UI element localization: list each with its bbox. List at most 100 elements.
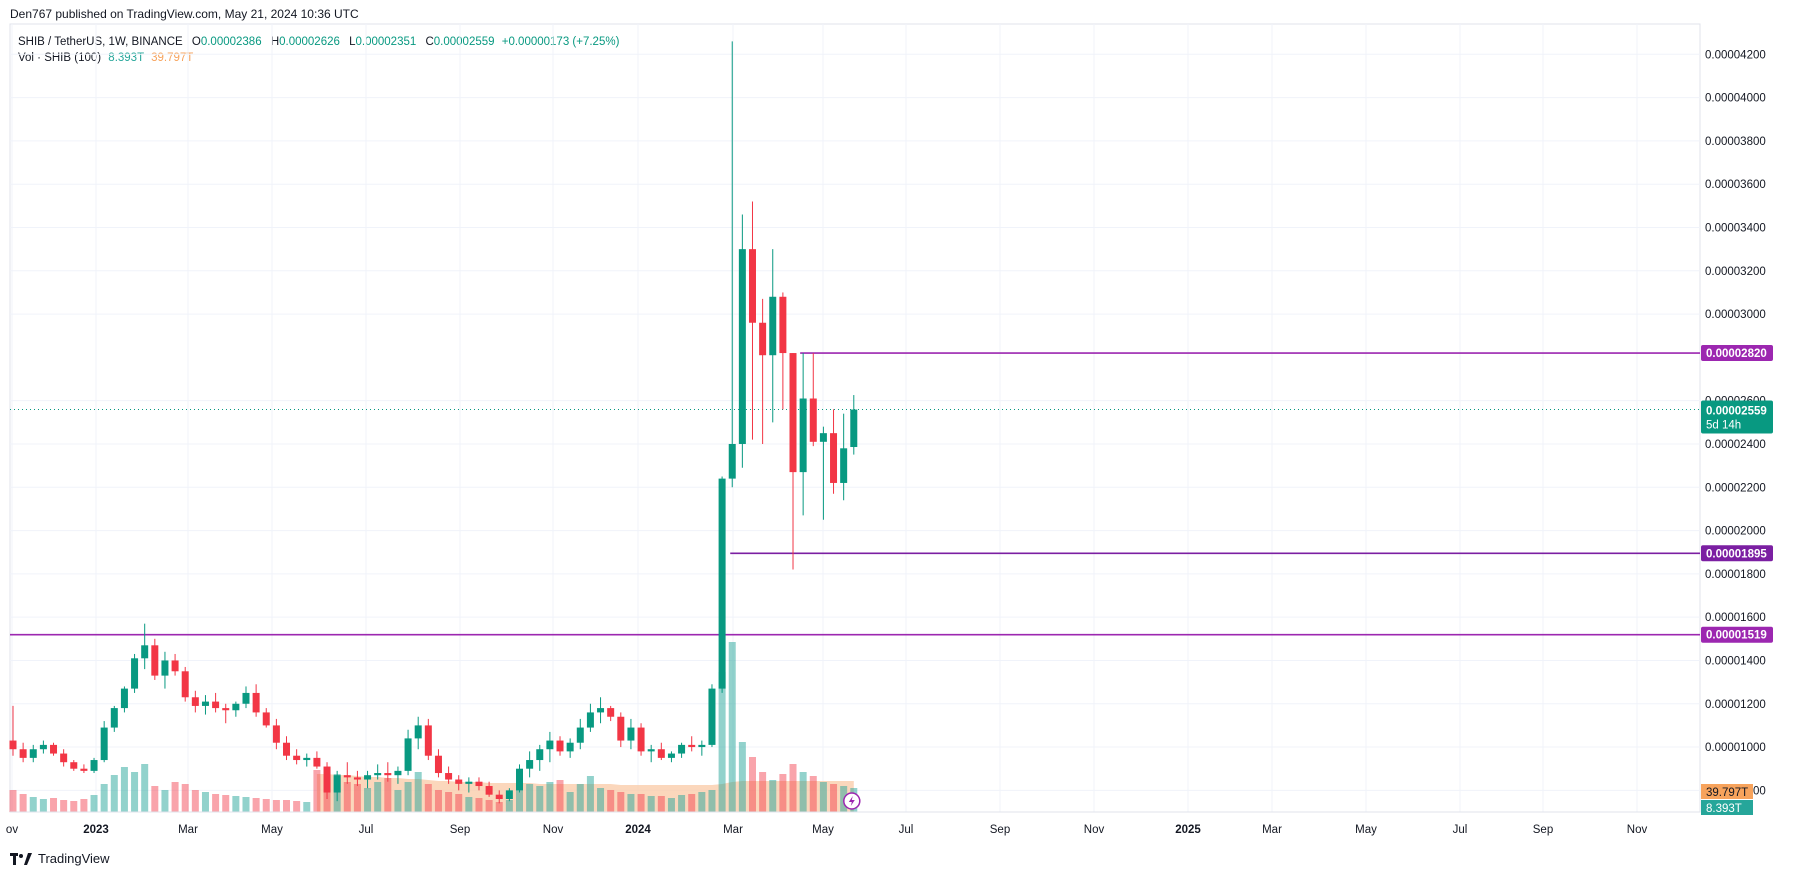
legend-high-label: H [270,36,280,48]
x-tick-label: Jul [359,824,374,836]
candle-body [374,773,382,776]
volume-bar [617,792,625,812]
candle-body [607,708,615,717]
candle-body [60,753,68,763]
volume-bar [384,778,392,812]
volume-ma-badge-label: 39.797T [1706,787,1748,799]
y-tick-label: 0.00003600 [1705,179,1766,191]
volume-bar [505,800,513,812]
candle-body [850,409,858,448]
candle-body [424,725,432,756]
volume-badge-label: 8.393T [1706,803,1742,815]
candle-body [212,701,220,709]
volume-bar [516,788,523,812]
level-badge-label: 0.00002820 [1706,348,1767,360]
price-badges: 0.00002820 0.00001895 0.00001519 0.00002559… [1701,345,1773,815]
candle-body [505,790,513,800]
x-tick-label: Jul [899,824,914,836]
candle-body [688,744,696,748]
footer-brand[interactable]: TradingView [10,851,110,866]
candle-body [667,753,675,758]
candle-body [39,744,47,750]
candle-body [100,727,108,761]
volume-bar [799,772,807,812]
y-tick-label: 0.00003000 [1705,309,1766,321]
y-tick-label: 0.00001200 [1705,699,1766,711]
candle-body [181,671,189,698]
x-tick-label: May [1355,824,1377,836]
legend-high-value: 0.00002626 [279,36,340,48]
volume-bar [364,788,372,812]
candle-body [698,744,706,748]
candle-body [465,781,473,784]
legend-volume-ma: 39.797T [151,52,194,64]
candle-body [647,749,655,752]
volume-bar [769,780,777,812]
volume-bar [728,642,736,812]
x-tick-label: 2025 [1175,824,1201,836]
volume-bar [657,796,665,812]
volume-bar [50,798,58,812]
level-badge [1701,545,1773,562]
volume-bar [171,782,179,812]
candle-body [353,777,361,780]
legend-low-label: L [349,36,356,48]
volume-bar [262,799,270,812]
publish-info: Den767 published on TradingView.com, May… [10,7,359,21]
candle-body [830,433,838,483]
volume-bar [120,767,128,812]
volume-bar [738,742,746,812]
volume-bar [576,784,584,812]
x-tick-label: Nov [1084,824,1105,836]
volume-bar [252,798,260,812]
x-tick-label: Mar [723,824,743,836]
candle-body [455,779,463,784]
volume-bar [586,776,594,812]
candle-body [70,762,78,769]
candle-body [759,322,767,356]
x-tick-label: Mar [178,824,198,836]
y-tick-label: 0.00001600 [1705,612,1766,624]
volume-bar [414,772,422,812]
volume-bar [303,802,311,812]
volume-bar [90,795,98,812]
candle-body [161,660,169,676]
legend-volume-label: Vol · SHIB (100) [18,52,102,64]
candle-body [708,688,716,745]
x-tick-label: Sep [450,824,470,836]
legend-open-value: 0.00002386 [200,36,262,48]
volume-bar [597,788,605,812]
candle-body [120,688,128,709]
volume-bar [232,796,240,812]
candle-body [19,749,27,758]
candle-body [617,716,625,741]
candle-body [809,398,817,442]
time-axis[interactable]: ov 2023 Mar May Jul Sep Nov 2024 Mar May Jul Sep Nov… [6,811,1700,836]
volume-bar [748,757,756,812]
volume-bar [678,795,686,812]
volume-bar [445,792,453,812]
y-tick-label: 0.00001400 [1705,655,1766,667]
footer-brand-text: TradingView [38,851,110,866]
volume-bar [536,786,544,812]
volume-bar [283,800,291,812]
volume-bar [607,790,615,812]
candle-body [748,249,756,323]
candle-body [151,645,159,676]
x-tick-label: Nov [543,824,564,836]
volume-bar [70,801,78,812]
candle-body [434,755,442,774]
level-badge [1701,345,1773,362]
volume-bar [718,672,726,812]
candle-body [586,712,594,728]
y-tick-label: 0.00002400 [1705,439,1766,451]
legend-symbol: SHIB / TetherUS, 1W, BINANCE [18,36,183,48]
candle-body [789,353,797,473]
candle-body [313,757,321,767]
volume-bar [637,794,645,812]
volume-bar [100,784,108,812]
candle-body [222,708,230,711]
candle-body [526,760,534,769]
volume-bar [110,775,118,812]
